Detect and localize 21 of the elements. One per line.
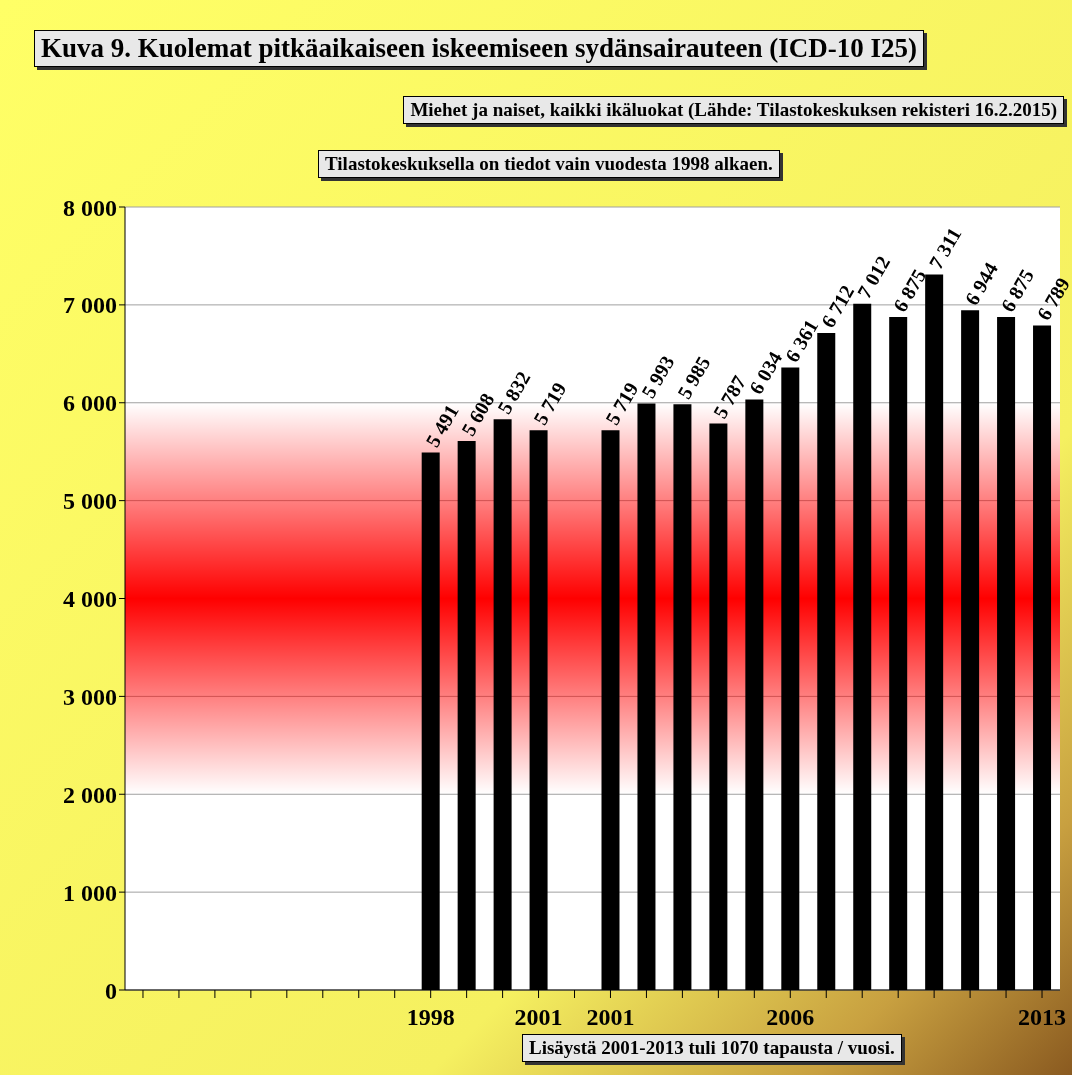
x-tick-label: 2006 bbox=[766, 1004, 815, 1031]
y-tick-label: 2 000 bbox=[63, 781, 117, 808]
y-tick-label: 5 000 bbox=[63, 488, 117, 515]
chart-title: Kuva 9. Kuolemat pitkäaikaiseen iskeemiseen sydänsairauteen (ICD-10 I25) bbox=[34, 30, 925, 67]
x-tick-label: 2013 bbox=[1018, 1004, 1067, 1031]
y-tick-label: 3 000 bbox=[63, 683, 117, 710]
data-label: 5 832 bbox=[493, 367, 535, 418]
x-tick-label: 2001 bbox=[586, 1004, 635, 1031]
y-tick-label: 1 000 bbox=[63, 879, 117, 906]
x-tick-label: 2001 bbox=[514, 1004, 563, 1031]
y-tick-label: 0 bbox=[105, 977, 117, 1004]
text: Lisäystä 2001-2013 tuli 1070 tapausta / vuosi. bbox=[522, 1034, 902, 1062]
y-tick-label: 8 000 bbox=[63, 194, 117, 221]
text: Tilastokeskuksella on tiedot vain vuodesta 1998 alkaen. bbox=[318, 150, 780, 178]
y-tick-label: 7 000 bbox=[63, 292, 117, 319]
data-label: 6 789 bbox=[1032, 273, 1072, 324]
chart-subtitle: Miehet ja naiset, kaikki ikäluokat (Lähde: Tilastokeskuksen rekisteri 16.2.2015) bbox=[403, 96, 1064, 124]
y-tick-label: 6 000 bbox=[63, 390, 117, 417]
x-tick-label: 1998 bbox=[406, 1004, 455, 1031]
data-label: 5 491 bbox=[421, 400, 463, 451]
y-tick-label: 4 000 bbox=[63, 586, 117, 613]
